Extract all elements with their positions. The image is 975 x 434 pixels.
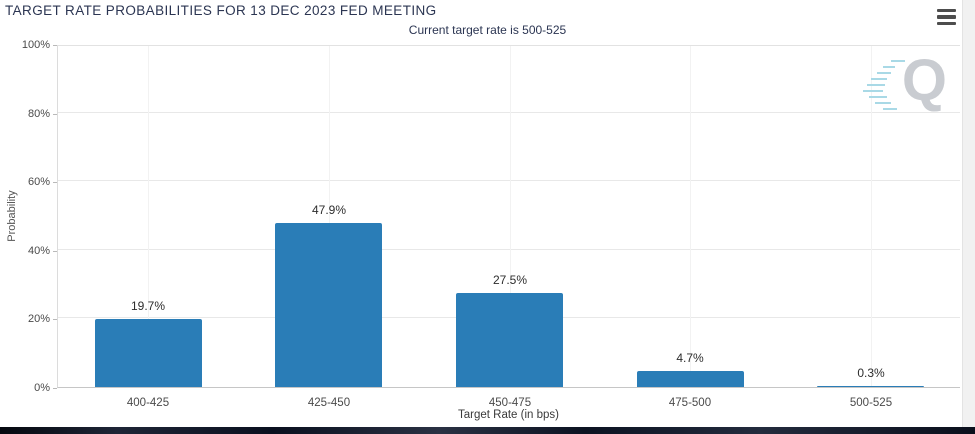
bar-value-label: 47.9% — [311, 203, 347, 217]
hamburger-menu-button[interactable] — [937, 9, 956, 25]
gridline-vertical — [510, 46, 511, 387]
hamburger-icon — [937, 9, 956, 13]
bar-475-500[interactable] — [637, 370, 744, 387]
bar-400-425[interactable] — [95, 319, 202, 387]
y-tick-mark — [53, 182, 57, 183]
bar-value-label: 4.7% — [676, 351, 704, 365]
hamburger-icon — [937, 15, 956, 19]
y-tick-label: 20% — [27, 313, 50, 326]
gridline-horizontal — [58, 111, 960, 113]
bar-500-525[interactable] — [817, 385, 924, 387]
bar-value-label: 19.7% — [130, 299, 166, 313]
x-tick-label: 425-450 — [307, 397, 351, 409]
gridline-vertical — [871, 46, 872, 387]
y-tick-label: 80% — [27, 107, 50, 120]
gridline-horizontal — [58, 248, 960, 250]
chart-title: TARGET RATE PROBABILITIES FOR 13 DEC 202… — [5, 3, 437, 18]
gridline-horizontal — [58, 180, 960, 182]
y-tick-mark — [53, 251, 57, 252]
bar-value-label: 0.3% — [857, 366, 885, 380]
y-tick-label: 60% — [27, 176, 50, 189]
y-tick-mark — [53, 319, 57, 320]
hamburger-icon — [937, 21, 956, 25]
x-tick-label: 475-500 — [668, 397, 712, 409]
y-tick-label: 40% — [27, 244, 50, 257]
y-tick-mark — [53, 388, 57, 389]
y-tick-mark — [53, 114, 57, 115]
chart-subtitle: Current target rate is 500-525 — [408, 23, 567, 37]
y-tick-label: 100% — [21, 39, 50, 51]
gridline-vertical — [329, 46, 330, 387]
gridline-vertical — [690, 46, 691, 387]
bar-value-label: 27.5% — [492, 273, 528, 287]
y-tick-label: 0% — [34, 382, 50, 394]
x-axis-title: Target Rate (in bps) — [458, 409, 559, 421]
x-tick-label: 400-425 — [126, 397, 170, 409]
vertical-scrollbar[interactable] — [962, 0, 975, 427]
x-tick-label: 450-475 — [488, 397, 532, 409]
bar-425-450[interactable] — [275, 222, 382, 387]
plot-area: 19.7% 400-425 47.9% 425-450 27.5% 450-475 4.7%… — [57, 45, 960, 409]
x-tick-label: 500-525 — [849, 397, 893, 409]
bar-450-475[interactable] — [456, 292, 563, 387]
gridline-vertical — [148, 46, 149, 387]
y-tick-mark — [53, 45, 57, 46]
bottom-content-edge — [0, 427, 975, 434]
